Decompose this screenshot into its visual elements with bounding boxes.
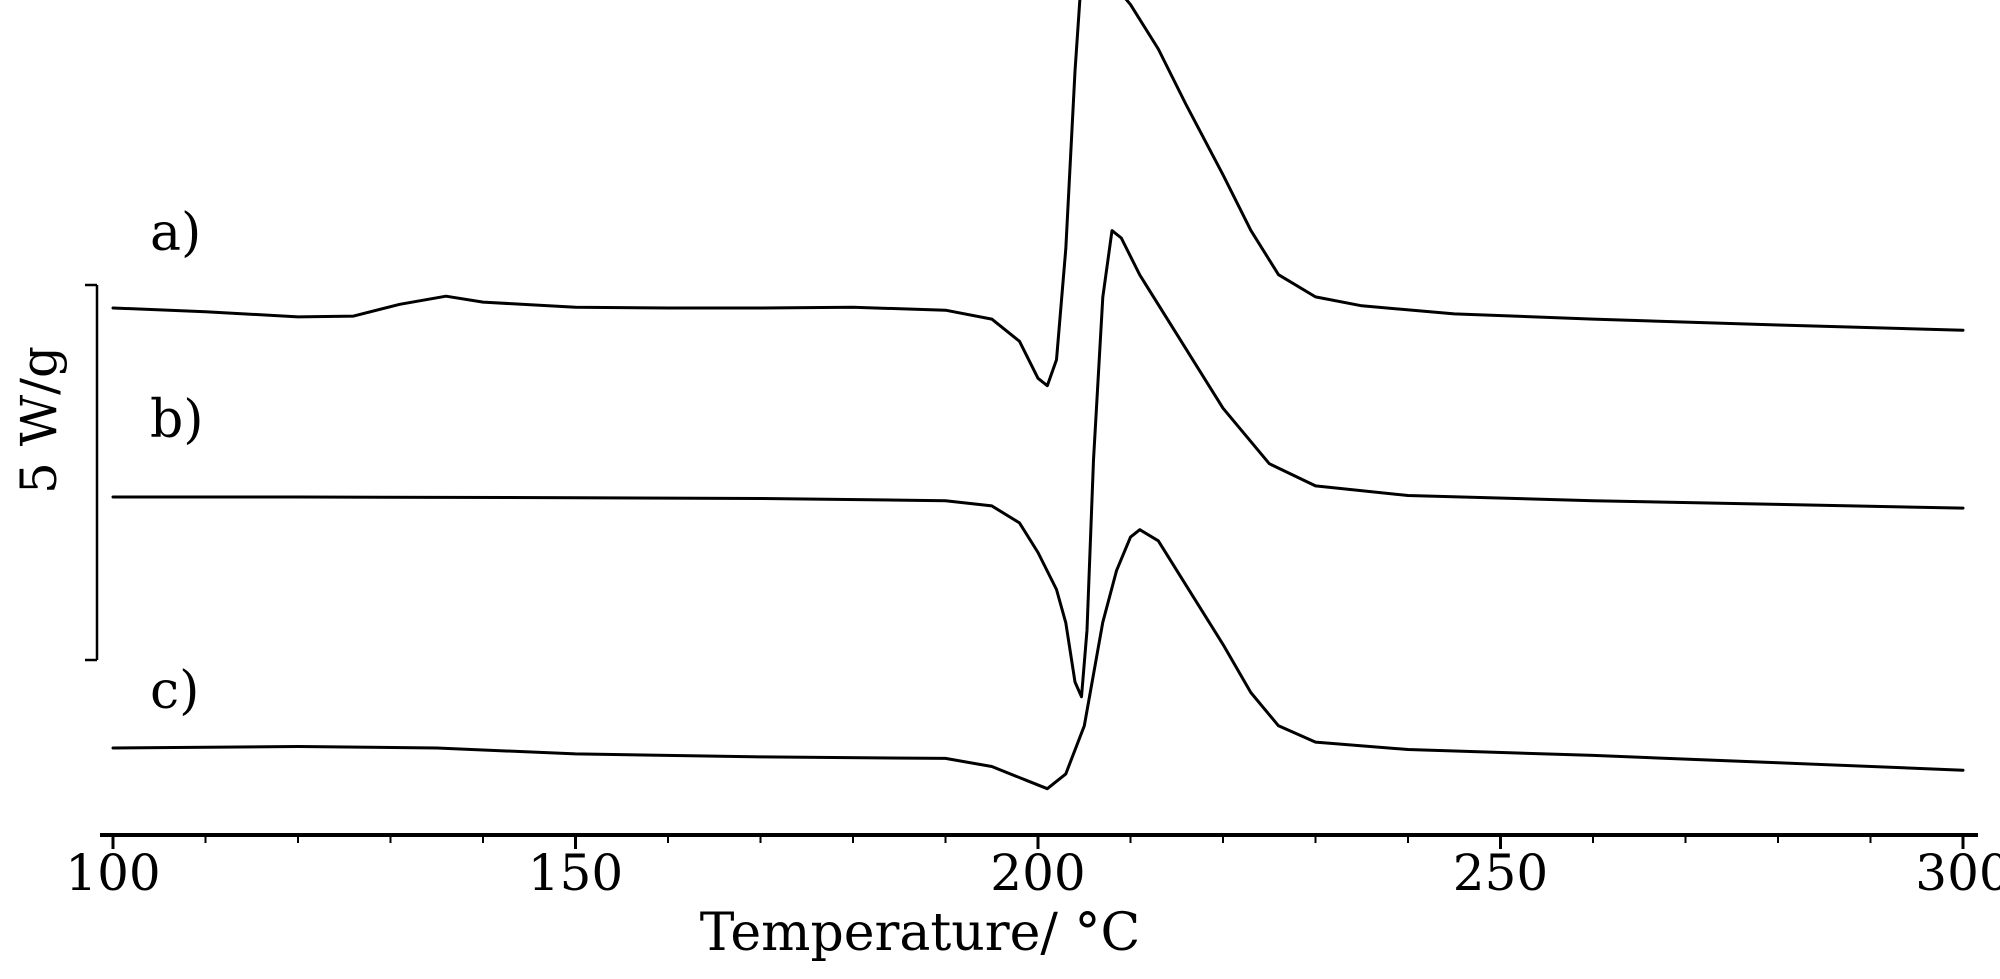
curve-label-a: a) xyxy=(150,203,201,263)
x-tick-label: 300 xyxy=(1915,844,2000,902)
x-tick-label: 150 xyxy=(528,844,623,902)
x-tick-label: 200 xyxy=(990,844,1085,902)
curve-labels: a) b) c) xyxy=(150,203,204,721)
curve-label-b: b) xyxy=(150,390,204,450)
curves xyxy=(111,0,1965,791)
curve-label-c: c) xyxy=(150,661,199,721)
scale-bar: 5 W/g xyxy=(10,283,99,662)
x-axis: 100 150 200 250 300 xyxy=(65,833,2000,902)
x-axis-title: Temperature/ °C xyxy=(700,903,1141,963)
curve-a xyxy=(111,0,1965,388)
scale-bar-label: 5 W/g xyxy=(10,346,68,494)
x-tick-label: 100 xyxy=(65,844,160,902)
curve-b xyxy=(111,229,1965,699)
x-tick-label: 250 xyxy=(1453,844,1548,902)
curve-c xyxy=(111,528,1965,791)
